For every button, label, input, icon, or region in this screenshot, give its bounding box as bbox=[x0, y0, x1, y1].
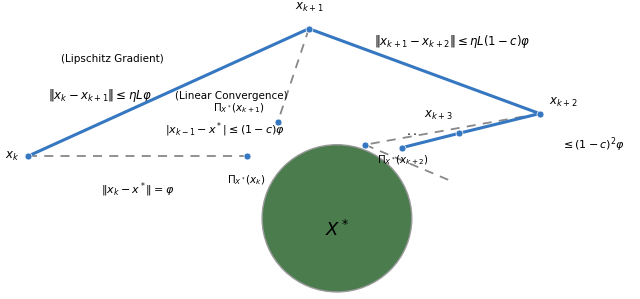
Text: $\leq (1-c)^2\varphi$: $\leq (1-c)^2\varphi$ bbox=[561, 135, 625, 154]
Text: (Linear Convergence): (Linear Convergence) bbox=[175, 91, 287, 101]
Text: $\|x_k - x_{k+1}\| \leq \eta L\varphi$: $\|x_k - x_{k+1}\| \leq \eta L\varphi$ bbox=[48, 87, 152, 104]
Text: $x_{k+2}$: $x_{k+2}$ bbox=[549, 96, 577, 109]
Text: $\|x_k - x^*\| = \varphi$: $\|x_k - x^*\| = \varphi$ bbox=[100, 180, 174, 199]
Text: $\Pi_{X^*}(x_{k+2})$: $\Pi_{X^*}(x_{k+2})$ bbox=[378, 153, 429, 167]
Text: $|x_{k-1} - x^*| \leq (1-c)\varphi$: $|x_{k-1} - x^*| \leq (1-c)\varphi$ bbox=[165, 121, 285, 139]
Text: $\Pi_{X^*}(x_{k+1})$: $\Pi_{X^*}(x_{k+1})$ bbox=[213, 101, 265, 115]
Text: $x_{k+3}$: $x_{k+3}$ bbox=[424, 109, 452, 122]
Text: $\Pi_{X^*}(x_k)$: $\Pi_{X^*}(x_k)$ bbox=[227, 173, 266, 187]
Ellipse shape bbox=[262, 145, 412, 292]
Text: $\cdot\cdot$: $\cdot\cdot$ bbox=[406, 127, 417, 141]
Text: $x_{k+1}$: $x_{k+1}$ bbox=[294, 1, 323, 14]
Text: $x_k$: $x_k$ bbox=[4, 150, 19, 163]
Text: $X^*$: $X^*$ bbox=[324, 219, 349, 240]
Text: (Lipschitz Gradient): (Lipschitz Gradient) bbox=[61, 54, 164, 64]
Text: $\|x_{k+1} - x_{k+2}\| \leq \eta L(1-c)\varphi$: $\|x_{k+1} - x_{k+2}\| \leq \eta L(1-c)\… bbox=[374, 33, 531, 50]
